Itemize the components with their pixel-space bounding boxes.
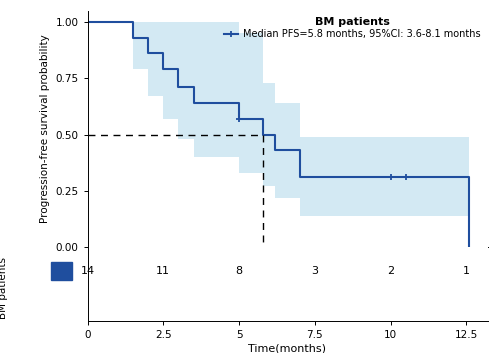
Text: 8: 8	[236, 266, 242, 276]
Text: 11: 11	[156, 266, 170, 276]
Text: 14: 14	[80, 266, 94, 276]
Y-axis label: Progression-free survival probability: Progression-free survival probability	[40, 35, 50, 223]
Legend: Median PFS=5.8 months, 95%CI: 3.6-8.1 months: Median PFS=5.8 months, 95%CI: 3.6-8.1 mo…	[222, 16, 482, 41]
X-axis label: Time(months): Time(months)	[248, 343, 326, 353]
Text: 2: 2	[387, 266, 394, 276]
Bar	[51, 262, 72, 280]
Text: 3: 3	[312, 266, 318, 276]
Text: BM patients: BM patients	[0, 257, 8, 319]
Text: 1: 1	[463, 266, 470, 276]
